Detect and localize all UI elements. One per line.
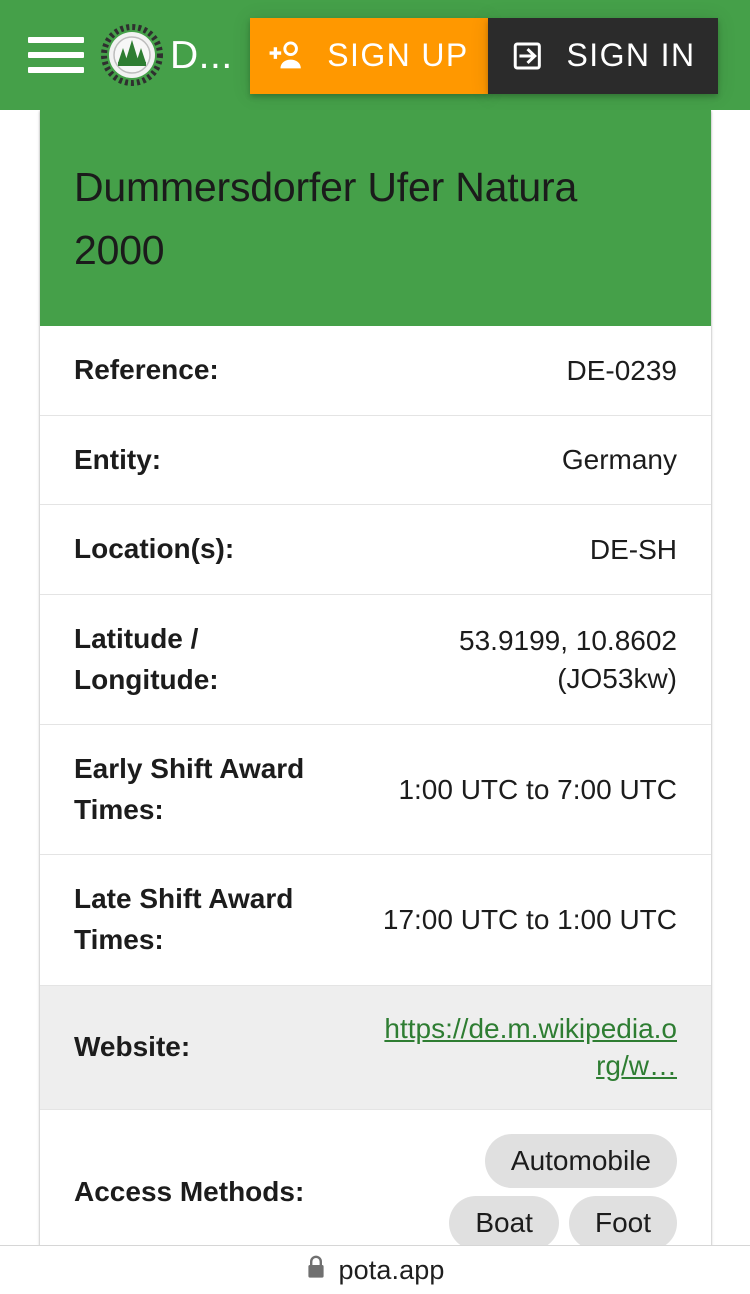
park-detail-table: Reference: DE-0239 Entity: Germany Locat… — [40, 326, 711, 1245]
row-label: Latitude / Longitude: — [74, 623, 219, 695]
lock-icon — [306, 1255, 326, 1285]
table-row: Entity: Germany — [40, 415, 711, 505]
navbar-title: D... — [170, 33, 233, 77]
table-row: Late Shift Award Times: 17:00 UTC to 1:0… — [40, 855, 711, 986]
row-value: 1:00 UTC to 7:00 UTC — [398, 773, 677, 805]
sign-up-label: SIGN UP — [327, 37, 469, 73]
row-label: Late Shift Award Times: — [74, 883, 294, 955]
table-row-website: Website: https://de.m.wikipedia.org/w… — [40, 985, 711, 1110]
website-link[interactable]: https://de.m.wikipedia.org/w… — [384, 1012, 677, 1082]
row-value: 17:00 UTC to 1:00 UTC — [382, 904, 677, 936]
row-label: Access Methods: — [74, 1175, 305, 1207]
sign-in-label: SIGN IN — [566, 37, 696, 73]
card-header: Dummersdorfer Ufer Natura 2000 — [40, 110, 711, 327]
hamburger-line — [28, 67, 84, 73]
chip-access-method[interactable]: Foot — [568, 1196, 677, 1245]
row-label: Early Shift Award Times: — [74, 753, 305, 825]
chip-access-method[interactable]: Automobile — [484, 1134, 677, 1189]
row-value: DE-SH — [589, 533, 677, 565]
chip-group: Automobile Boat Foot — [383, 1134, 677, 1245]
hamburger-line — [28, 52, 84, 58]
table-row: Location(s): DE-SH — [40, 505, 711, 595]
row-label: Reference: — [74, 354, 219, 386]
table-row-access-methods: Access Methods: Automobile Boat Foot — [40, 1110, 711, 1245]
pota-logo-icon[interactable] — [98, 21, 166, 89]
chip-access-method[interactable]: Boat — [449, 1196, 559, 1245]
row-value: Automobile Boat Foot — [349, 1110, 711, 1245]
footer-domain-label: pota.app — [338, 1254, 445, 1285]
sign-in-button[interactable]: SIGN IN — [488, 18, 718, 94]
row-label: Location(s): — [74, 533, 235, 565]
page-surface: Dummersdorfer Ufer Natura 2000 Reference… — [0, 110, 750, 1245]
person-add-icon — [269, 40, 305, 72]
row-label: Entity: — [74, 443, 162, 475]
page-title: Dummersdorfer Ufer Natura 2000 — [74, 164, 578, 274]
hamburger-line — [28, 37, 84, 43]
park-detail-card: Dummersdorfer Ufer Natura 2000 Reference… — [40, 110, 711, 1245]
top-navbar: D... SIGN UP SIGN IN — [0, 0, 750, 110]
table-row: Latitude / Longitude: 53.9199, 10.8602 (… — [40, 595, 711, 725]
sign-up-button[interactable]: SIGN UP — [250, 18, 488, 94]
row-value: 53.9199, 10.8602 (JO53kw) — [459, 624, 677, 694]
row-value: https://de.m.wikipedia.org/w… — [349, 985, 711, 1110]
table-row: Reference: DE-0239 — [40, 326, 711, 416]
row-value: Germany — [561, 444, 677, 476]
navbar-actions: SIGN UP SIGN IN — [250, 18, 718, 94]
hamburger-menu-icon[interactable] — [28, 33, 84, 77]
browser-url-footer: pota.app — [0, 1245, 750, 1294]
login-arrow-icon — [511, 39, 545, 73]
table-row: Early Shift Award Times: 1:00 UTC to 7:0… — [40, 725, 711, 855]
row-value: DE-0239 — [566, 354, 677, 386]
row-label: Website: — [74, 1031, 191, 1063]
